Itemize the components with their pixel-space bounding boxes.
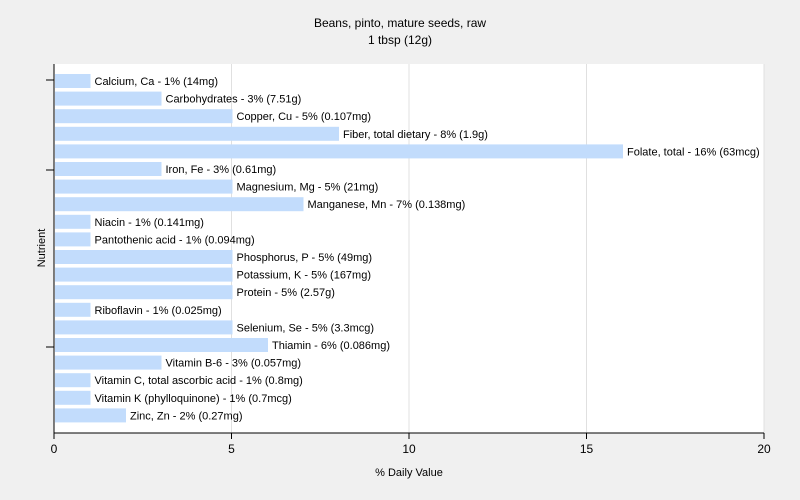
chart-subtitle: 1 tbsp (12g) [368,33,432,47]
bar-label: Carbohydrates - 3% (7.51g) [166,94,302,106]
chart-title: Beans, pinto, mature seeds, raw [314,16,486,30]
bar-label: Vitamin K (phylloquinone) - 1% (0.7mcg) [95,393,292,405]
bar [55,285,233,300]
bar-label: Potassium, K - 5% (167mg) [237,270,372,282]
x-tick-label: 10 [402,442,416,456]
bar-label: Vitamin C, total ascorbic acid - 1% (0.8… [95,375,303,387]
bar [55,74,91,88]
bar-label: Riboflavin - 1% (0.025mg) [95,305,222,317]
bar-label: Magnesium, Mg - 5% (21mg) [237,182,379,194]
bar [55,390,91,405]
bar-label: Phosphorus, P - 5% (49mg) [237,252,373,264]
x-tick-label: 15 [580,442,594,456]
bars: Calcium, Ca - 1% (14mg) Carbohydrates - 3… [55,74,760,423]
bar-label: Protein - 5% (2.57g) [237,287,335,299]
bar [55,197,304,212]
y-axis-label: Nutrient [36,229,48,268]
bar [55,162,162,176]
bar [55,91,162,106]
bar [55,373,91,388]
bar-label: Iron, Fe - 3% (0.61mg) [166,164,277,176]
bar-label: Pantothenic acid - 1% (0.094mg) [95,234,255,246]
bar [55,250,233,264]
bar [55,179,233,194]
bar-label: Copper, Cu - 5% (0.107mg) [237,111,372,123]
bar-label: Thiamin - 6% (0.086mg) [272,340,390,352]
bar [55,267,233,282]
bar-label: Vitamin B-6 - 3% (0.057mg) [166,358,302,370]
bar-label: Selenium, Se - 5% (3.3mcg) [237,322,375,334]
bar [55,144,623,159]
bar [55,338,268,352]
bar-label: Zinc, Zn - 2% (0.27mg) [130,410,242,422]
bar-label: Niacin - 1% (0.141mg) [95,217,204,229]
x-ticks: 0 5 10 15 20 [51,433,771,456]
grid [231,64,765,433]
bar [55,355,162,370]
bar [55,109,233,124]
bar [55,320,233,335]
bar [55,214,91,229]
x-tick-label: 0 [51,442,58,456]
bar [55,408,126,423]
bar [55,232,91,247]
bar-label: Manganese, Mn - 7% (0.138mg) [308,199,466,211]
bar-label: Folate, total - 16% (63mcg) [627,146,760,158]
x-axis-label: % Daily Value [375,467,443,479]
bar-label: Fiber, total dietary - 8% (1.9g) [343,129,488,141]
bar-label: Calcium, Ca - 1% (14mg) [95,76,218,88]
bar [55,126,339,141]
x-tick-label: 5 [228,442,235,456]
x-tick-label: 20 [757,442,771,456]
bar [55,302,91,317]
